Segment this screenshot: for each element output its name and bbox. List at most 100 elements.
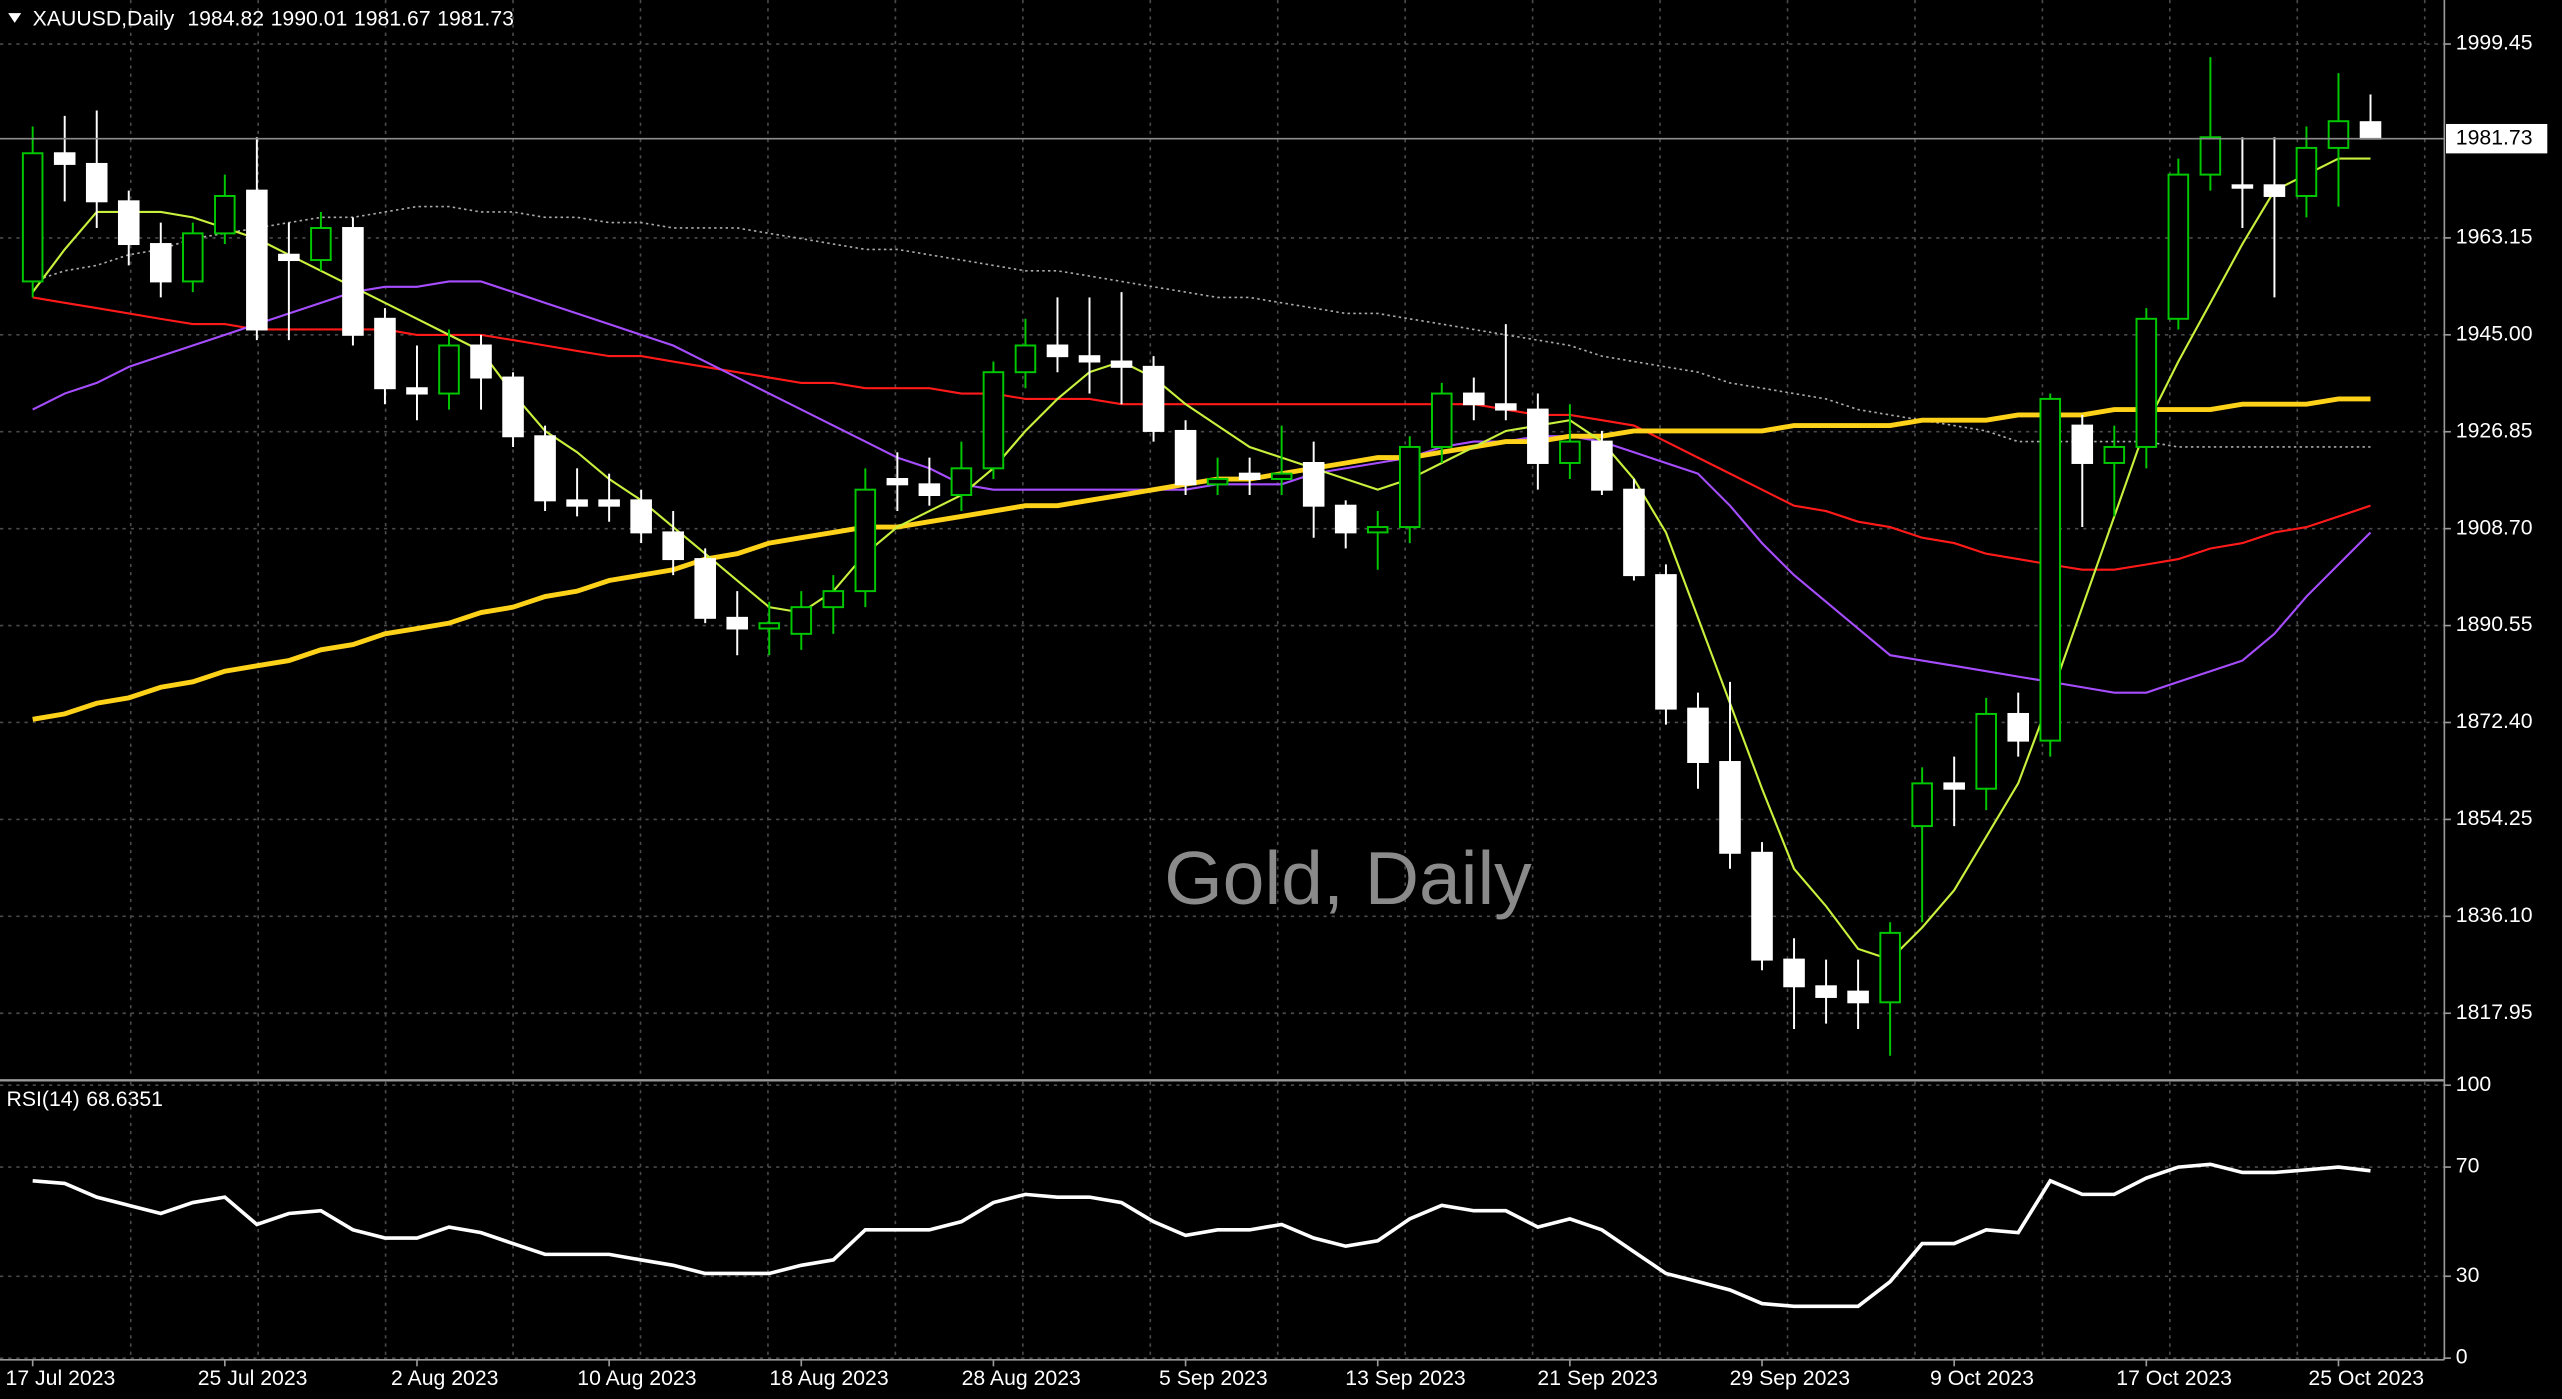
y-tick-label: 1945.00 xyxy=(2456,321,2533,345)
ohlc-low: 1981.67 xyxy=(354,6,431,30)
x-tick-label: 18 Aug 2023 xyxy=(769,1366,888,1390)
candle-body xyxy=(117,200,140,246)
candle-body xyxy=(246,189,268,331)
candle-body xyxy=(470,344,492,379)
candle-body xyxy=(1847,990,1869,1004)
rsi-y-tick-label: 70 xyxy=(2456,1154,2480,1178)
candle-body xyxy=(950,467,973,496)
candle-body xyxy=(726,616,749,630)
x-tick-label: 5 Sep 2023 xyxy=(1159,1366,1268,1390)
plot xyxy=(21,57,2382,1309)
x-tick-label: 9 Oct 2023 xyxy=(1930,1366,2034,1390)
candle-body xyxy=(1078,355,1101,363)
current-price-box xyxy=(2445,123,2548,154)
rsi-line xyxy=(32,1162,2371,1309)
y-tick-label: 1854.25 xyxy=(2456,806,2533,830)
candle-body xyxy=(310,227,332,262)
candle-body xyxy=(1687,707,1709,763)
candle-body xyxy=(1815,985,1837,998)
candle-body xyxy=(374,317,396,390)
candle-body xyxy=(53,152,76,165)
candle-body xyxy=(822,590,845,609)
candle-body xyxy=(2167,173,2190,320)
x-tick-label: 17 Oct 2023 xyxy=(2116,1366,2232,1390)
candle-body xyxy=(1366,526,1389,534)
rsi-y-tick-label: 30 xyxy=(2456,1263,2480,1287)
candle-body xyxy=(662,531,684,561)
candle-body xyxy=(1527,408,1549,464)
ohlc-high: 1990.01 xyxy=(271,6,348,30)
candle-body xyxy=(278,253,300,262)
candle-body xyxy=(1174,429,1197,486)
x-tick-label: 10 Aug 2023 xyxy=(577,1366,696,1390)
y-tick-label: 1963.15 xyxy=(2456,225,2533,249)
candle-body xyxy=(2103,445,2126,464)
candle-body xyxy=(1591,440,1613,491)
candle-body xyxy=(2071,424,2094,464)
candle-body xyxy=(534,435,556,502)
candle-body xyxy=(1334,504,1357,534)
moving-average xyxy=(32,296,2371,571)
candle-body xyxy=(1110,360,1133,368)
y-tick-label: 1890.55 xyxy=(2456,612,2533,636)
ohlc-open: 1984.82 xyxy=(187,6,264,30)
candle-body xyxy=(918,483,941,496)
candle-body xyxy=(1495,403,1517,411)
candle-body xyxy=(2327,120,2350,149)
candle-body xyxy=(1751,851,1773,961)
y-tick-label: 1908.70 xyxy=(2456,515,2533,539)
x-tick-label: 17 Jul 2023 xyxy=(6,1366,116,1390)
candle-body xyxy=(1238,472,1261,480)
candle-body xyxy=(502,376,524,438)
candle-body xyxy=(342,227,364,336)
candle-body xyxy=(790,606,813,635)
candle-body xyxy=(2199,136,2222,176)
candle-body xyxy=(1142,365,1165,432)
current-price-label: 1981.73 xyxy=(2456,125,2533,149)
rsi-value: 68.6351 xyxy=(86,1087,163,1111)
collapse-icon[interactable] xyxy=(8,13,22,23)
candle-body xyxy=(1014,344,1037,374)
rsi-y-tick-label: 0 xyxy=(2456,1345,2468,1369)
candle-body xyxy=(982,371,1005,470)
y-tick-label: 1817.95 xyxy=(2456,1000,2533,1024)
candle-body xyxy=(2359,121,2382,140)
x-tick-label: 29 Sep 2023 xyxy=(1730,1366,1850,1390)
grid xyxy=(0,0,2445,1360)
candle-body xyxy=(1463,392,1485,406)
candle-body xyxy=(21,152,44,283)
candle-body xyxy=(2007,712,2030,742)
candle-body xyxy=(566,499,588,507)
moving-average xyxy=(31,157,2371,961)
candle-body xyxy=(630,499,652,534)
y-tick-label: 1836.10 xyxy=(2456,903,2533,927)
x-tick-label: 2 Aug 2023 xyxy=(391,1366,498,1390)
candle-body xyxy=(2231,184,2254,189)
candle-body xyxy=(149,243,172,283)
header: XAUUSD,Daily 1984.82 1990.01 1981.67 1981.73 xyxy=(33,6,514,30)
x-tick-label: 13 Sep 2023 xyxy=(1345,1366,1465,1390)
ohlc-close: 1981.73 xyxy=(437,6,514,30)
candle-body xyxy=(85,162,108,203)
candle-body xyxy=(406,387,428,395)
moving-average xyxy=(32,205,2371,448)
rsi-header: RSI(14) 68.6351 xyxy=(7,1087,163,1111)
x-tick-label: 28 Aug 2023 xyxy=(962,1366,1081,1390)
candle-body xyxy=(1206,478,1229,486)
candle-body xyxy=(1302,461,1325,507)
candle-body xyxy=(1975,712,1997,790)
candle-body xyxy=(1623,488,1645,577)
candle-body xyxy=(1559,440,1581,464)
candle-body xyxy=(2295,146,2318,197)
watermark: Gold, Daily xyxy=(1164,836,1532,920)
candle-body xyxy=(1655,574,1677,710)
moving-average xyxy=(32,396,2371,722)
candle-body xyxy=(2263,184,2286,197)
candle-body xyxy=(2039,397,2062,742)
rsi-y-tick-label: 100 xyxy=(2456,1072,2491,1096)
candle-body xyxy=(1911,782,1933,828)
candle-body xyxy=(214,194,236,235)
candle-body xyxy=(886,478,909,486)
